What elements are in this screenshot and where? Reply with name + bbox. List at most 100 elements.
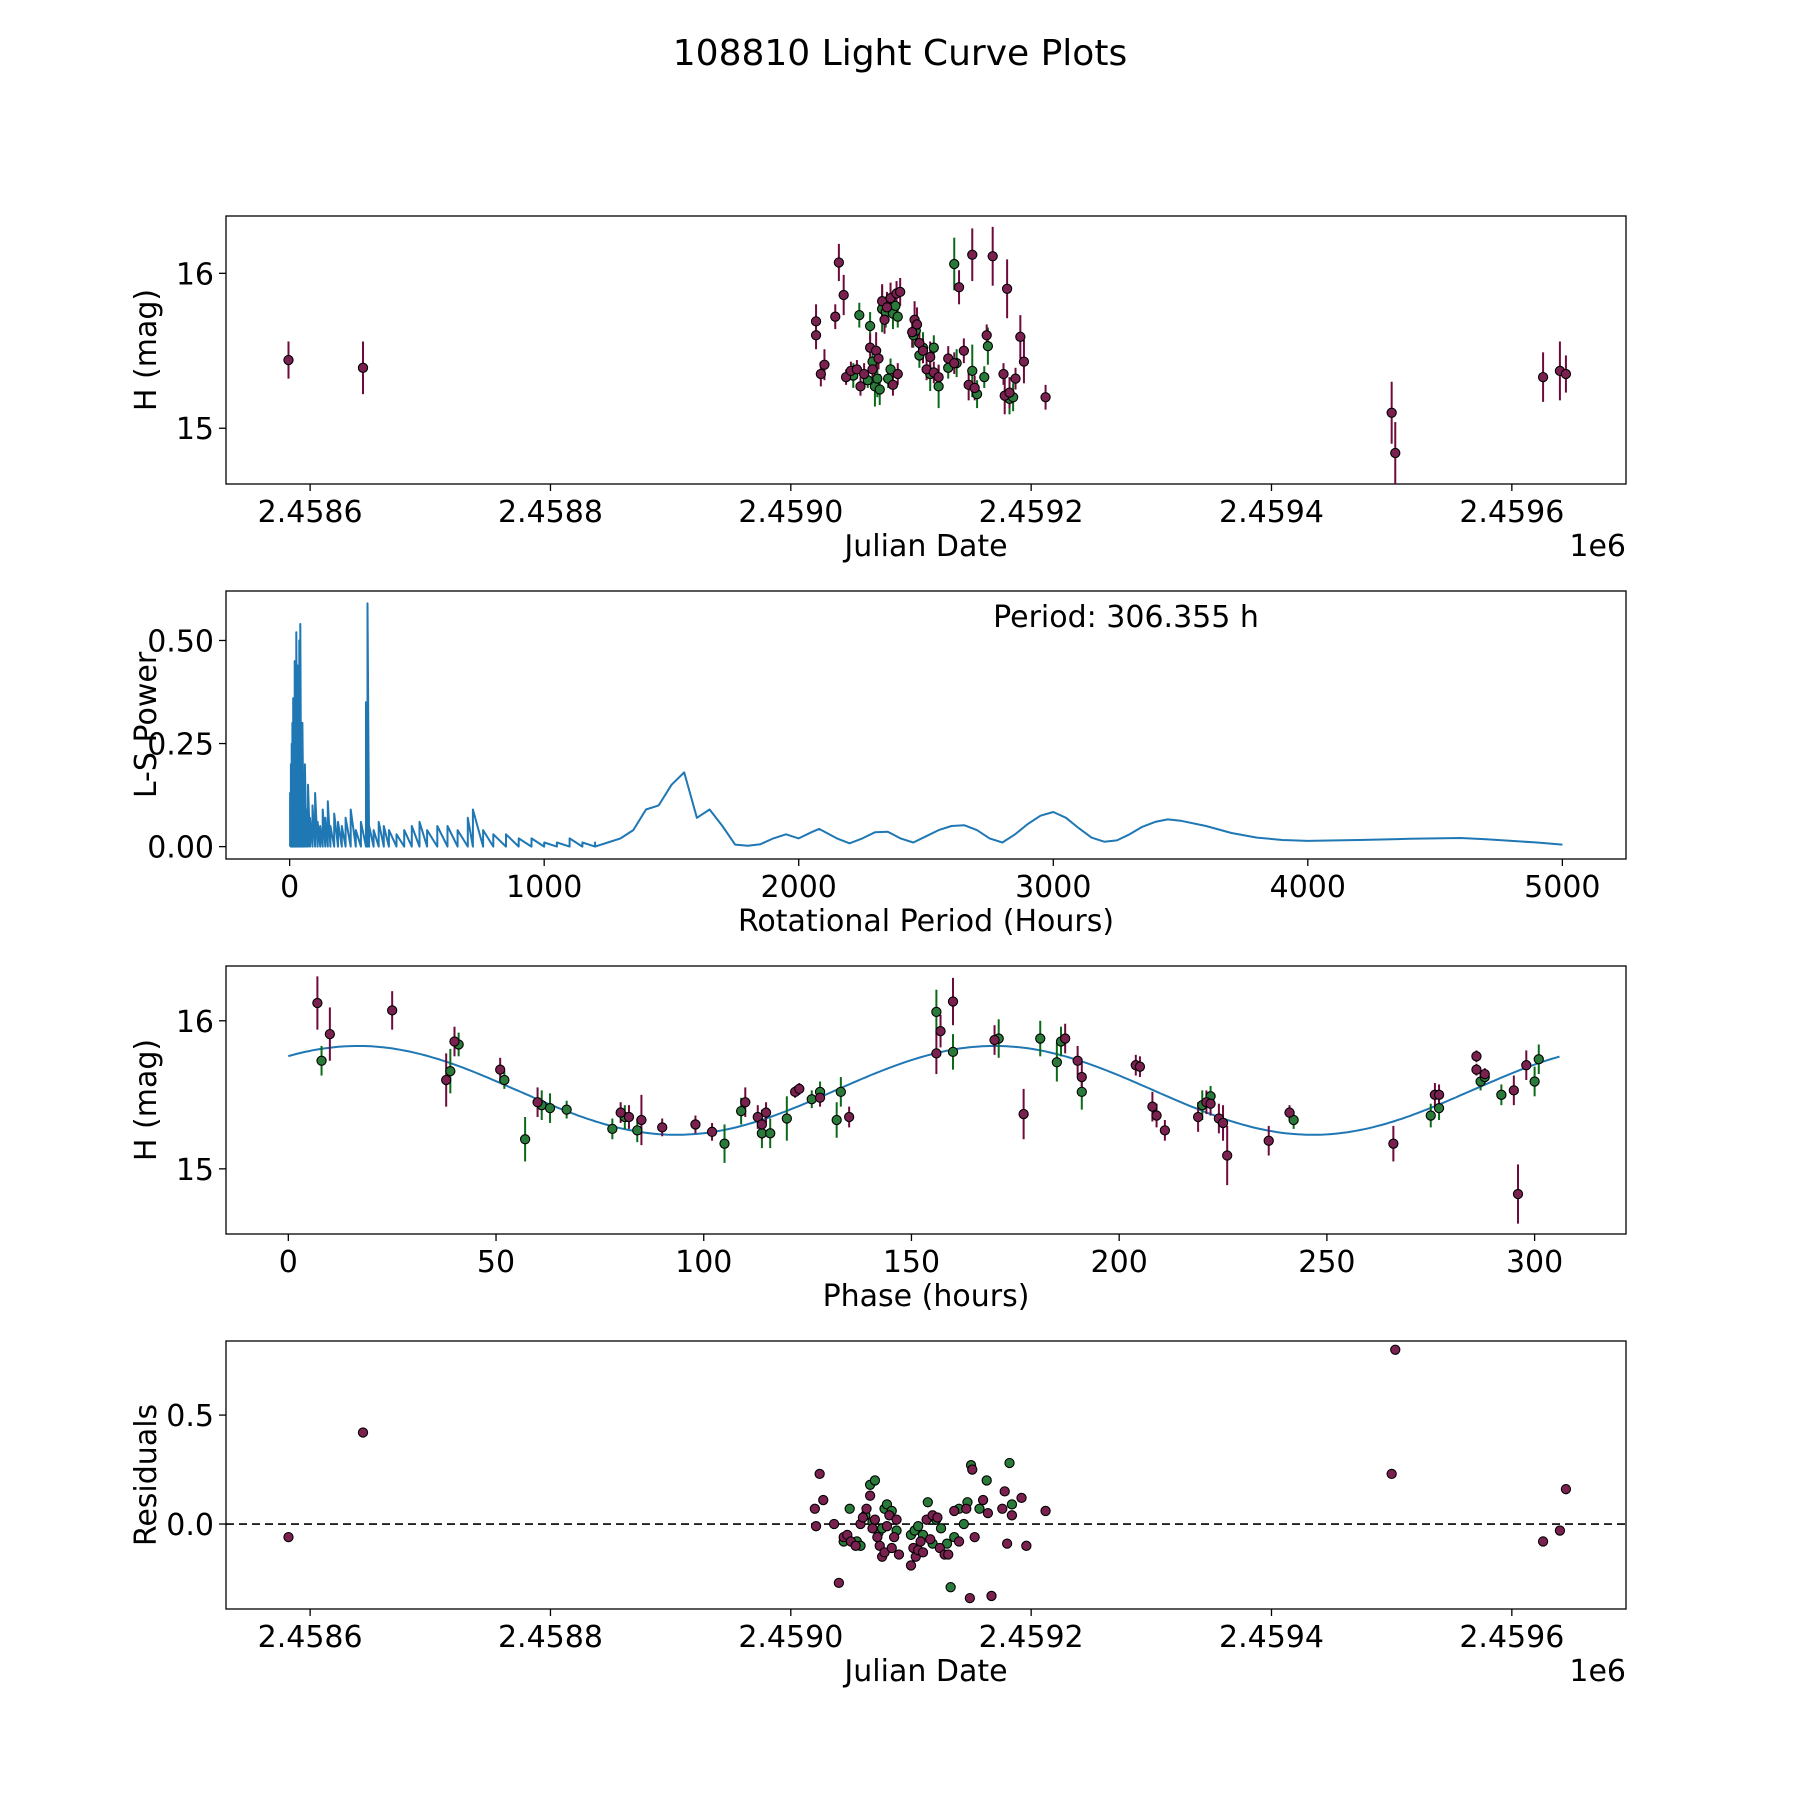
data-point [833,1577,845,1589]
x-tick-label: 5000 [1524,870,1600,905]
data-point [1072,1055,1083,1066]
data-point [869,1475,881,1486]
data-point [953,1536,965,1547]
data-point [947,996,959,1007]
light-curve-panel: 2.4586 2.4588 2.4590 2.4592 2.4594 2.4596 15 16… [129,215,1627,564]
data-point [1035,1033,1046,1044]
data-point [958,345,970,356]
data-point [794,1083,805,1095]
data-point [887,379,899,391]
x-tick-label: 1000 [506,870,582,905]
data-point [953,282,965,293]
data-point [1222,1150,1233,1161]
data-point [810,330,822,341]
data-point [1537,371,1549,383]
data-point [1390,447,1401,459]
data-point [982,340,994,352]
data-point [893,1549,905,1560]
data-point [935,1523,947,1534]
x-tick-label: 2.4594 [1219,1620,1324,1655]
data-point [441,1074,452,1086]
data-point [1533,1054,1544,1065]
data-point [943,1549,954,1560]
data-point [806,1094,817,1105]
data-point [945,1582,956,1593]
x-tick-label: 250 [1298,1245,1355,1280]
x-tick-label: 2.4592 [979,495,1084,530]
y-tick-label: 0.5 [166,1399,214,1434]
data-point [874,384,885,395]
data-point [1021,1540,1032,1551]
data-point [1554,1525,1566,1536]
x-axis-label: Julian Date [842,529,1007,564]
y-tick-label: 16 [176,1005,214,1040]
data-point [809,1503,820,1514]
x-tick-label: 3000 [1015,870,1091,905]
data-point [925,1534,936,1545]
data-point [1471,1064,1482,1075]
data-point [532,1097,543,1108]
residuals-panel: 2.4586 2.4588 2.4590 2.4592 2.4594 2.4596 0.0 0… [129,1340,1627,1689]
data-point [1076,1086,1087,1098]
data-point [1508,1085,1519,1096]
data-point [998,368,1009,380]
data-point [607,1123,618,1135]
data-point [657,1122,668,1133]
x-tick-label: 2.4590 [738,495,843,530]
data-point [915,1536,926,1547]
x-tick-label: 2.4586 [258,495,363,530]
data-point [961,1503,972,1514]
data-point [760,1107,772,1118]
x-tick-label: 50 [477,1245,515,1280]
data-point [449,1036,460,1047]
data-point [843,1111,855,1123]
y-axis-label: Residuals [129,1404,164,1546]
data-point [838,289,849,301]
data-point [869,1514,881,1525]
data-point [312,997,323,1009]
model-curve [288,1045,1560,1136]
y-tick-label: 0.25 [147,728,214,763]
x-tick-label: 100 [675,1245,732,1280]
x-tick-label: 200 [1091,1245,1148,1280]
data-point [1015,331,1026,342]
data-point [932,1512,943,1523]
data-point [324,1028,336,1040]
data-point [873,353,884,364]
data-point [632,1125,643,1136]
data-point [986,1590,997,1602]
data-point [867,364,878,375]
data-point [1159,1125,1171,1136]
data-point [922,1497,933,1508]
data-point [1151,1110,1162,1121]
data-point [1040,392,1051,403]
figure-title: 108810 Light Curve Plots [673,33,1127,74]
data-point [1018,356,1030,367]
data-point [830,311,841,322]
data-point [872,1531,883,1543]
data-point [1529,1076,1540,1087]
data-point [1076,1071,1087,1083]
data-point [1496,1089,1507,1100]
data-point [949,1505,960,1517]
data-point [935,1025,946,1037]
data-point [889,1531,900,1543]
data-point [357,362,369,373]
data-point [931,1006,942,1018]
data-point [740,1097,751,1108]
y-tick-label: 16 [176,257,214,292]
plot-frame [225,1340,1627,1610]
data-point [815,368,826,380]
data-point [387,1005,398,1016]
data-point [781,1113,792,1124]
y-tick-label: 0.00 [147,831,214,866]
data-point [1537,1536,1549,1547]
data-point [977,1494,989,1506]
data-point [1560,1484,1572,1495]
data-point [895,286,906,298]
x-tick-label: 0 [279,1245,298,1280]
data-point [1217,1117,1229,1129]
data-point [814,1468,825,1480]
data-point [967,249,978,260]
data-point [850,1540,861,1551]
